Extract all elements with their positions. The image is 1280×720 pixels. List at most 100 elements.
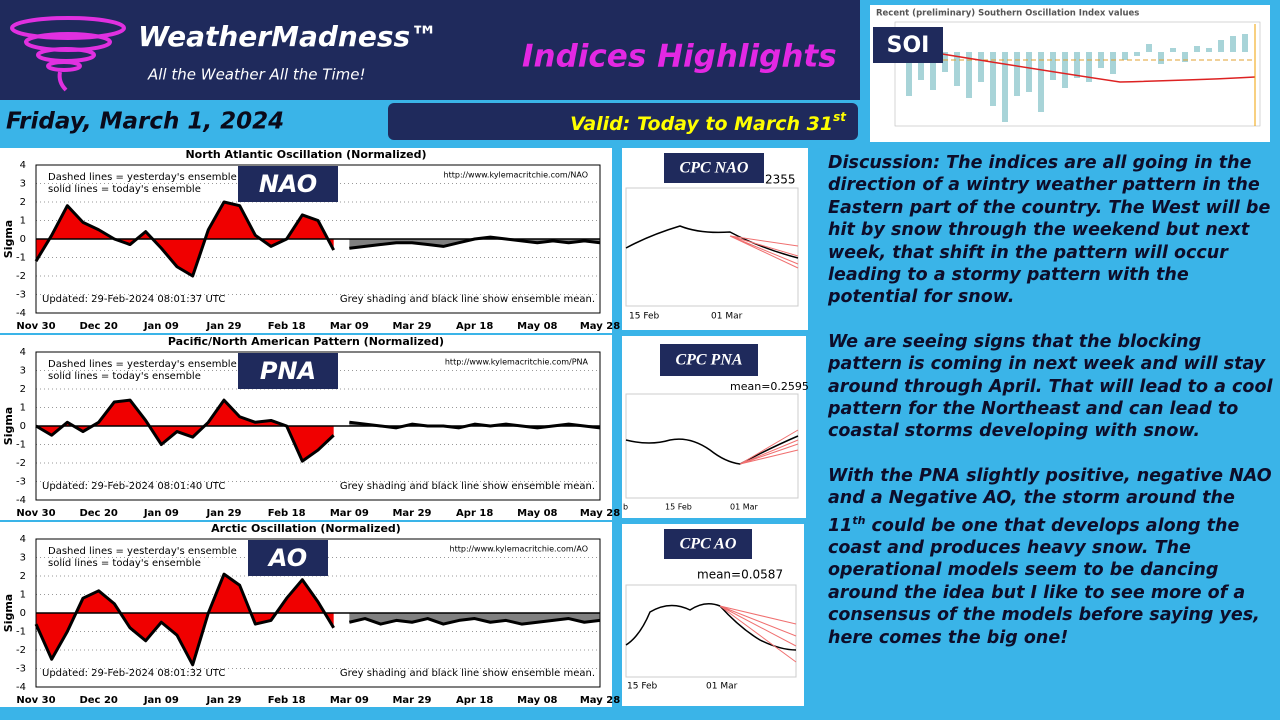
index-chart: Arctic Oscillation (Normalized) -4 -3 -2 -1 0… — [0, 522, 620, 707]
x-tick-label: Mar 29 — [392, 508, 431, 519]
index-label: AO — [267, 544, 307, 572]
y-tick-label: -3 — [16, 477, 26, 488]
x-tick-label: Dec 20 — [79, 695, 117, 706]
x-tick-label: Mar 29 — [392, 321, 431, 332]
legend-line: Dashed lines = yesterday's ensemble — [48, 172, 237, 183]
page-title: Indices Highlights — [522, 39, 837, 75]
y-tick-label: -1 — [16, 253, 26, 264]
cpc-x-label: 15 Feb — [665, 503, 692, 512]
updated: Updated: 29-Feb-2024 08:01:40 UTC — [42, 481, 225, 492]
y-tick-label: 1 — [20, 590, 26, 601]
legend-line: Dashed lines = yesterday's ensemble — [48, 546, 237, 557]
cpc-ensemble — [719, 605, 797, 663]
y-tick-label: -4 — [16, 495, 26, 506]
cpc-ensemble — [729, 235, 799, 269]
note: Grey shading and black line show ensembl… — [340, 294, 595, 305]
x-tick-label: May 28 — [580, 695, 620, 706]
y-tick-label: 3 — [20, 179, 26, 190]
paragraph: With the PNA slightly positive, negative… — [828, 465, 1276, 649]
logo — [10, 16, 126, 92]
x-tick-label: Jan 09 — [143, 508, 179, 519]
y-tick-label: 0 — [20, 608, 26, 619]
index-chart: Pacific/North American Pattern (Normaliz… — [0, 335, 620, 520]
cpc-x-label: 15 Feb — [629, 312, 660, 322]
y-tick-label: 1 — [20, 403, 26, 414]
plot-frame — [35, 538, 601, 688]
x-tick-label: Mar 09 — [330, 508, 369, 519]
valid-text: Valid: Today to March 31st — [570, 110, 847, 135]
soi-title: Recent (preliminary) Southern Oscillatio… — [876, 9, 1139, 19]
cpc-nao: CPC NAO 2355 15 Feb 01 Mar — [622, 148, 808, 330]
y-tick-label: 2 — [20, 197, 26, 208]
soi-trend — [929, 51, 1256, 83]
plot-frame — [35, 164, 601, 314]
y-axis-label: Sigma — [2, 407, 15, 445]
x-tick-label: Nov 30 — [16, 508, 55, 519]
observed-area — [36, 400, 334, 462]
chart-title: Pacific/North American Pattern (Normaliz… — [168, 335, 444, 348]
chart-title: Arctic Oscillation (Normalized) — [211, 522, 401, 535]
forecast-area — [349, 237, 600, 249]
x-tick-label: Feb 18 — [268, 508, 306, 519]
source-url: http://www.kylemacritchie.com/NAO — [444, 171, 588, 180]
cpc-ao: CPC AO mean=0.0587 15 Feb 01 Mar — [622, 524, 804, 706]
x-tick-label: Nov 30 — [16, 321, 55, 332]
valid-sup: st — [833, 110, 847, 124]
observed-line — [34, 200, 335, 278]
y-tick-label: 4 — [20, 534, 26, 545]
x-tick-label: Jan 29 — [206, 321, 242, 332]
legend-line: solid lines = today's ensemble — [48, 558, 201, 569]
x-tick-label: May 08 — [517, 695, 557, 706]
x-tick-label: May 08 — [517, 508, 557, 519]
y-tick-label: 1 — [20, 216, 26, 227]
y-tick-label: -2 — [16, 458, 26, 469]
index-label-box — [248, 540, 328, 576]
cpc-label-box — [660, 344, 758, 376]
legend-line: solid lines = today's ensemble — [48, 184, 201, 195]
x-tick-label: Mar 29 — [392, 695, 431, 706]
y-tick-label: -2 — [16, 645, 26, 656]
note: Grey shading and black line show ensembl… — [340, 668, 595, 679]
plot-frame — [35, 351, 601, 501]
cpc-frame — [625, 393, 799, 499]
y-tick-label: 2 — [20, 384, 26, 395]
cpc-frame — [625, 187, 799, 307]
y-tick-label: 0 — [20, 234, 26, 245]
note: Grey shading and black line show ensembl… — [340, 481, 595, 492]
y-tick-label: -1 — [16, 440, 26, 451]
x-tick-label: May 08 — [517, 321, 557, 332]
x-tick-label: Dec 20 — [79, 321, 117, 332]
cpc-curve — [625, 225, 799, 259]
text: With the PNA slightly positive, negative… — [828, 465, 1272, 536]
soi-label-box — [873, 27, 943, 63]
x-tick-label: Feb 18 — [268, 321, 306, 332]
legend-line: Dashed lines = yesterday's ensemble — [48, 359, 237, 370]
cpc-frame — [625, 584, 797, 678]
valid: Valid: Today to March 31 — [570, 113, 833, 135]
y-tick-label: 3 — [20, 366, 26, 377]
y-tick-label: -3 — [16, 290, 26, 301]
cpc-curve — [625, 435, 799, 465]
y-axis-label: Sigma — [2, 594, 15, 632]
cpc-pna: CPC PNA mean=0.2595 b 15 Feb 01 Mar — [622, 336, 809, 518]
cpc-x-label: 01 Mar — [706, 682, 738, 692]
y-tick-label: 4 — [20, 347, 26, 358]
x-tick-label: Jan 29 — [206, 695, 242, 706]
y-tick-label: 4 — [20, 160, 26, 171]
index-label-box — [238, 353, 338, 389]
x-tick-label: Apr 18 — [456, 321, 493, 332]
legend-line: solid lines = today's ensemble — [48, 371, 201, 382]
cpc-mean: mean=0.2595 — [730, 380, 809, 393]
observed-area — [36, 574, 334, 665]
cpc-ensemble — [739, 429, 799, 465]
y-tick-label: -2 — [16, 271, 26, 282]
cpc-label-box — [664, 153, 764, 183]
x-tick-label: Apr 18 — [456, 508, 493, 519]
chart-title: North Atlantic Oscillation (Normalized) — [185, 148, 426, 161]
y-tick-label: 0 — [20, 421, 26, 432]
source-url: http://www.kylemacritchie.com/AO — [450, 545, 588, 554]
cpc-label: CPC NAO — [680, 160, 749, 177]
x-tick-label: May 28 — [580, 508, 620, 519]
